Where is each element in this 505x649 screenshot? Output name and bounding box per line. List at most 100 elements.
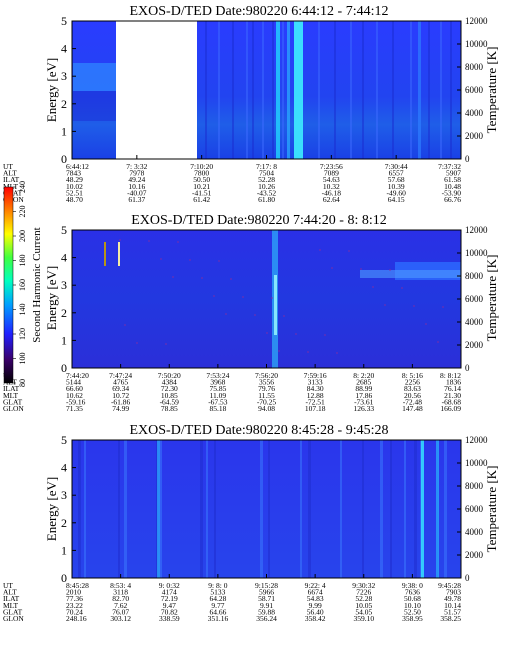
y2-tick-label: 10000 xyxy=(465,248,488,258)
cell-value: 21.30 xyxy=(444,391,461,400)
axes: 0 1 2 3 4 5 0 2000 4000 6000 8000 10000 12000 xyxy=(61,14,488,166)
cell-value: 6557 xyxy=(389,169,404,178)
heatmap-dot xyxy=(189,259,191,261)
cell-value: 61.58 xyxy=(444,175,461,184)
heatmap-dot xyxy=(165,343,167,345)
cell-value: 10.62 xyxy=(66,391,83,400)
cell-value: 78.85 xyxy=(161,404,178,413)
y2-tick-label: 0 xyxy=(465,573,470,583)
heatmap-dot xyxy=(372,286,374,288)
cell-value: 8: 8:12 xyxy=(440,371,461,380)
y2-axis-label: Temperature [K] xyxy=(484,466,499,553)
y-tick-label: 2 xyxy=(61,97,67,111)
heatmap-cell xyxy=(124,440,127,578)
heatmap-cell xyxy=(436,440,439,578)
y-tick-label: 5 xyxy=(61,14,67,28)
cell-value: 10.21 xyxy=(193,182,210,191)
y-tick-label: 4 xyxy=(61,42,67,56)
cell-value: 7:23:56 xyxy=(320,162,343,171)
heatmap-cell xyxy=(340,440,342,578)
cell-value: 77.36 xyxy=(66,594,83,603)
cell-value: 5133 xyxy=(210,588,225,597)
colorbar-label: Second Harmonic Current xyxy=(31,227,43,342)
row-label: ILAT xyxy=(3,594,20,603)
row-label: ILAT xyxy=(3,384,20,393)
cell-value: 72.19 xyxy=(161,594,178,603)
heatmap-cell xyxy=(450,21,452,159)
heatmap-dot xyxy=(230,278,232,280)
colorbar-tick-label: 100 xyxy=(18,353,27,365)
y-axis-label: Energy [eV] xyxy=(44,477,59,541)
orbit-table: UTALTILATMLTGLATGLON7:44:20514466.6010.6… xyxy=(3,371,461,413)
cell-value: -68.68 xyxy=(442,397,462,406)
heatmap-cell xyxy=(418,21,421,159)
row-label: GLON xyxy=(3,614,24,623)
y2-tick-label: 4000 xyxy=(465,108,484,118)
y-axis-label: Energy [eV] xyxy=(44,266,59,330)
cell-value: 76.14 xyxy=(444,384,461,393)
heatmap-dot xyxy=(177,241,179,243)
cell-value: 7:37:32 xyxy=(438,162,461,171)
heatmap-cell xyxy=(421,440,424,578)
cell-value: 84.30 xyxy=(307,384,324,393)
y-tick-label: 1 xyxy=(61,543,67,557)
cell-value: 7:50:20 xyxy=(158,371,181,380)
heatmap-cell xyxy=(218,21,220,159)
heatmap-cell xyxy=(410,21,412,159)
cell-value: -49.60 xyxy=(386,188,406,197)
heatmap-cell xyxy=(390,440,392,578)
cell-value: 85.18 xyxy=(209,404,226,413)
cell-value: 70.24 xyxy=(66,607,83,616)
heatmap-dot xyxy=(324,334,326,336)
y-tick-label: 0 xyxy=(61,361,67,375)
heatmap-cell xyxy=(118,242,120,266)
cell-value: 8:53: 4 xyxy=(110,581,131,590)
y2-tick-label: 10000 xyxy=(465,458,488,468)
cell-value: 64.28 xyxy=(209,594,226,603)
heatmap-cell xyxy=(334,21,336,159)
cell-value: 4765 xyxy=(113,378,128,387)
cell-value: 66.76 xyxy=(444,195,461,204)
row-label: ALT xyxy=(3,588,17,597)
heatmap-dot xyxy=(148,240,150,242)
heatmap-dot xyxy=(124,324,126,326)
heatmap-cell xyxy=(362,440,364,578)
heatmap-cell xyxy=(360,270,461,278)
cell-value: 359.10 xyxy=(353,614,374,623)
y-tick-label: 4 xyxy=(61,461,67,475)
y2-axis-label: Temperature [K] xyxy=(484,47,499,134)
cell-value: 9:38: 0 xyxy=(402,581,423,590)
heatmap-cell xyxy=(350,21,352,159)
heatmap-dot xyxy=(201,277,203,279)
heatmap-cell xyxy=(287,21,290,159)
cell-value: 57.68 xyxy=(388,175,405,184)
row-label: ILAT xyxy=(3,175,20,184)
cell-value: -53.90 xyxy=(442,188,462,197)
cell-value: 9: 0:32 xyxy=(159,581,180,590)
heatmap-dot xyxy=(413,305,415,307)
heatmap-cell xyxy=(300,440,302,578)
cell-value: 61.42 xyxy=(193,195,210,204)
y-tick-label: 0 xyxy=(61,152,67,166)
y2-tick-label: 10000 xyxy=(465,39,488,49)
cell-value: 7:56:20 xyxy=(255,371,278,380)
heatmap-features xyxy=(104,230,461,368)
cell-value: 71.35 xyxy=(66,404,83,413)
heatmap-cell xyxy=(205,21,207,159)
cell-value: 12.88 xyxy=(307,391,324,400)
y-tick-label: 2 xyxy=(61,306,67,320)
spectrogram-panel-2: EXOS-D/TED Date:980220 7:44:20 - 8: 8:12… xyxy=(3,213,499,413)
cell-value: 6:44:12 xyxy=(66,162,89,171)
cell-value: 52.28 xyxy=(355,594,372,603)
y2-tick-label: 12000 xyxy=(465,16,488,26)
cell-value: 9:45:28 xyxy=(438,581,461,590)
cell-value: 126.33 xyxy=(353,404,374,413)
heatmap-dot xyxy=(331,267,333,269)
heatmap-cell xyxy=(308,440,311,578)
cell-value: 64.66 xyxy=(209,607,226,616)
heatmap-dot xyxy=(242,296,244,298)
heatmap-cell xyxy=(376,21,378,159)
y2-tick-label: 2000 xyxy=(465,550,484,560)
heatmap-dot xyxy=(336,352,338,354)
heatmap-dot xyxy=(425,323,427,325)
